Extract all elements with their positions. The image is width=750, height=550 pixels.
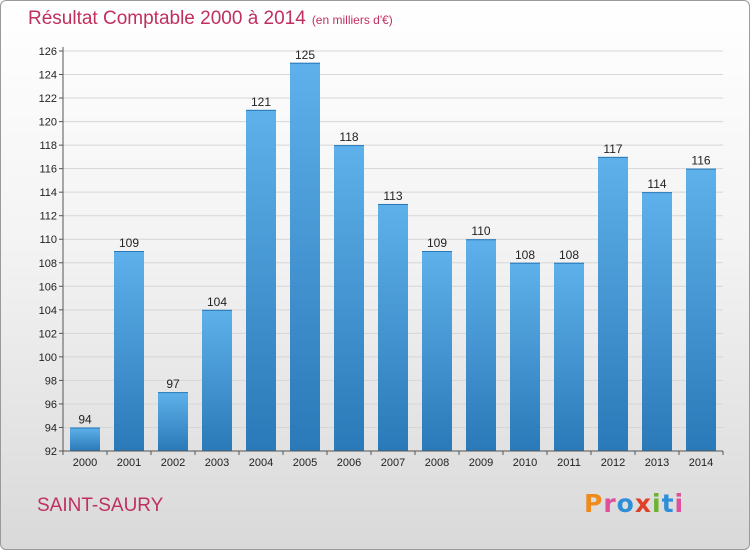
x-tick-label: 2004 — [249, 457, 273, 469]
data-label-2003: 104 — [207, 295, 227, 309]
y-tick-label: 96 — [45, 399, 57, 411]
y-tick-label: 106 — [39, 281, 57, 293]
x-tick-label: 2012 — [601, 457, 625, 469]
y-tick-label: 100 — [39, 352, 57, 364]
y-tick-label: 110 — [39, 234, 57, 246]
logo-letter: x — [634, 489, 652, 518]
logo-letter: i — [652, 489, 662, 518]
chart-subtitle: (en milliers d'€) — [311, 13, 393, 27]
bar-2014 — [686, 168, 716, 451]
data-label-2006: 118 — [339, 130, 358, 144]
bars: 94 109 97 104 121 125 118 113 109 110 108 108 117 114… — [70, 48, 716, 452]
x-axis: 2000 2001 2002 2003 2004 2005 2006 2007 2008 2009… — [62, 450, 724, 469]
chart-title: Résultat Comptable 2000 à 2014 (en millie… — [28, 8, 393, 30]
commune-name: SAINT-SAURY — [37, 495, 164, 516]
y-tick-label: 112 — [39, 211, 57, 223]
x-tick-label: 2007 — [381, 457, 405, 469]
bar-2004 — [246, 109, 276, 451]
bar-2002 — [158, 392, 188, 451]
x-tick-label: 2011 — [557, 457, 581, 469]
x-tick-label: 2008 — [425, 457, 449, 469]
chart-title-text: Résultat Comptable 2000 à 2014 — [28, 8, 306, 29]
y-tick-label: 114 — [39, 187, 57, 199]
bar-2013 — [642, 192, 672, 452]
y-tick-label: 122 — [39, 93, 57, 105]
logo-letter: P — [584, 489, 604, 518]
logo-letter: i — [674, 489, 685, 518]
bar-2009 — [466, 239, 496, 451]
bar-2007 — [378, 203, 408, 451]
y-axis: 92 94 96 98 100 102 104 106 108 110 112 114 116 118 12… — [39, 46, 64, 458]
proxiti-logo: Proxiti — [584, 489, 684, 518]
y-tick-label: 102 — [39, 328, 57, 340]
data-label-2007: 113 — [383, 189, 402, 203]
y-tick-label: 94 — [45, 422, 57, 434]
bar-2000 — [70, 427, 100, 451]
y-tick-label: 120 — [39, 117, 57, 129]
bar-2006 — [334, 145, 364, 451]
y-tick-label: 108 — [39, 258, 57, 270]
bar-2010 — [510, 262, 540, 451]
bar-2011 — [554, 262, 584, 451]
x-tick-label: 2010 — [513, 457, 537, 469]
data-label-2011: 108 — [559, 248, 579, 262]
data-label-2001: 109 — [119, 236, 139, 250]
x-tick-label: 2009 — [469, 457, 493, 469]
y-tick-label: 92 — [45, 446, 57, 458]
logo-letter: r — [603, 489, 617, 518]
bar-2012 — [598, 156, 628, 451]
data-label-2012: 117 — [603, 142, 622, 156]
bar-2001 — [114, 251, 144, 451]
x-tick-label: 2014 — [689, 457, 713, 469]
data-label-2000: 94 — [78, 412, 92, 426]
x-tick-label: 2003 — [205, 457, 229, 469]
y-tick-label: 98 — [45, 375, 57, 387]
logo-letter: o — [616, 489, 635, 518]
x-tick-label: 2006 — [337, 457, 361, 469]
data-label-2010: 108 — [515, 248, 535, 262]
data-label-2009: 110 — [471, 224, 490, 238]
y-tick-label: 116 — [39, 164, 57, 176]
data-label-2005: 125 — [295, 48, 315, 62]
data-label-2002: 97 — [166, 377, 180, 391]
y-tick-label: 104 — [39, 305, 57, 317]
data-label-2014: 116 — [691, 154, 710, 168]
x-tick-label: 2000 — [73, 457, 97, 469]
bar-2005 — [290, 62, 320, 451]
x-tick-label: 2001 — [117, 457, 141, 469]
logo-letter: t — [661, 489, 675, 518]
y-tick-label: 126 — [39, 46, 57, 58]
bar-2008 — [422, 251, 452, 451]
data-label-2008: 109 — [427, 236, 447, 250]
y-tick-label: 118 — [39, 140, 57, 152]
x-tick-label: 2002 — [161, 457, 185, 469]
x-tick-label: 2013 — [645, 457, 669, 469]
x-tick-label: 2005 — [293, 457, 317, 469]
y-tick-label: 124 — [39, 70, 57, 82]
data-label-2013: 114 — [647, 177, 666, 191]
bar-2003 — [202, 309, 232, 451]
data-label-2004: 121 — [251, 95, 271, 109]
